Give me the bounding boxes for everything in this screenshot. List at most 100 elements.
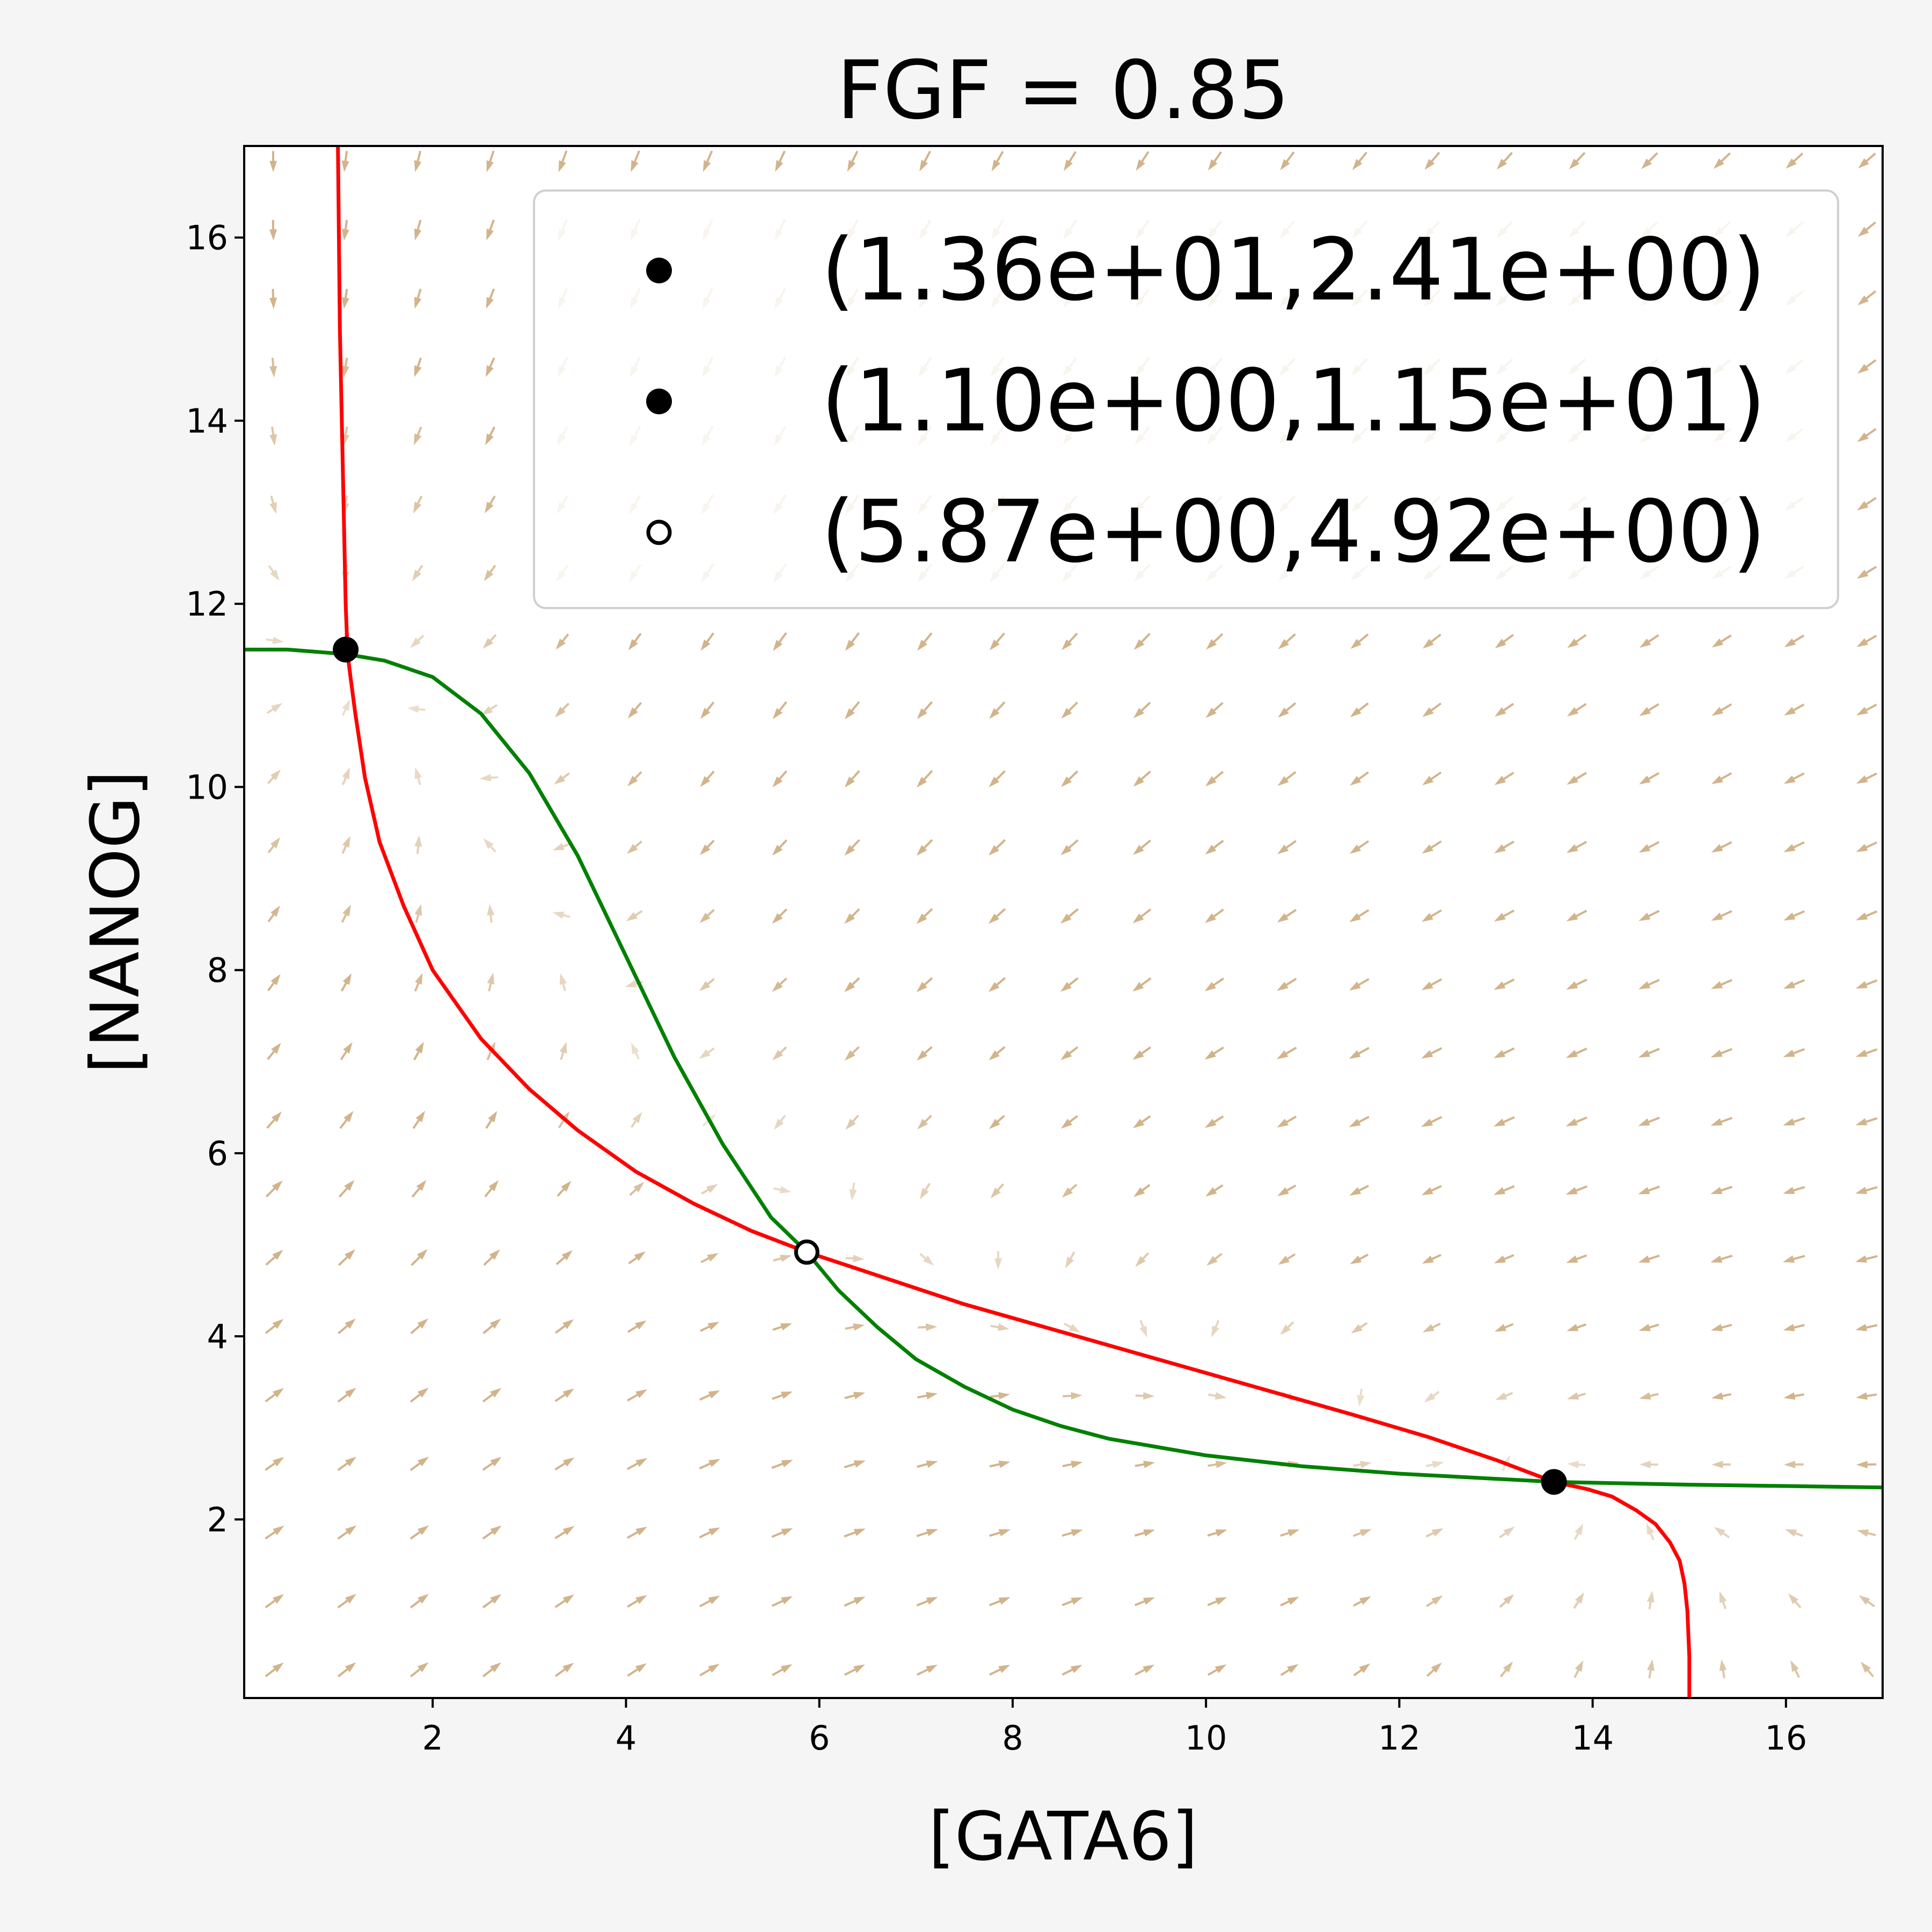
vector-arrow: [1566, 978, 1587, 990]
vector-arrow: [1574, 1523, 1584, 1540]
vector-arrow: [1134, 1597, 1155, 1606]
x-tick-label: 6: [809, 1718, 830, 1758]
vector-arrow: [919, 1183, 931, 1199]
vector-arrow: [482, 1662, 501, 1678]
vector-arrow: [1349, 909, 1370, 923]
vector-arrow: [1135, 1252, 1150, 1267]
vector-arrow: [337, 1662, 356, 1678]
vector-arrow: [699, 1459, 721, 1470]
vector-arrow: [413, 495, 423, 514]
vector-arrow: [1204, 977, 1225, 992]
vector-arrow: [1783, 910, 1805, 921]
vector-arrow: [1277, 771, 1297, 786]
legend-marker-hollow: [646, 519, 672, 545]
vector-arrow: [772, 908, 788, 924]
vector-arrow: [699, 1390, 720, 1401]
vector-arrow: [1349, 1116, 1370, 1128]
vector-arrow: [699, 1596, 720, 1607]
vector-arrow: [410, 634, 425, 648]
vector-arrow: [988, 977, 1006, 992]
vector-arrow: [341, 219, 349, 241]
vector-arrow: [844, 770, 860, 788]
vector-arrow: [1711, 1323, 1732, 1331]
vector-arrow: [629, 1182, 645, 1196]
vector-arrow: [341, 904, 351, 923]
vector-arrow: [1569, 152, 1586, 170]
vector-arrow: [1711, 772, 1732, 785]
vector-arrow: [1499, 1526, 1515, 1539]
vector-arrow: [1567, 840, 1587, 853]
vector-arrow: [1495, 702, 1514, 717]
vector-arrow: [844, 1528, 866, 1538]
vector-arrow: [1638, 910, 1660, 921]
fixed-points: [333, 636, 1567, 1495]
vector-arrow: [1133, 770, 1151, 787]
vector-arrow: [916, 977, 933, 992]
vector-arrow: [414, 150, 422, 172]
vector-arrow: [917, 1046, 933, 1061]
vector-arrow: [1276, 1046, 1297, 1059]
vector-arrow: [554, 1594, 574, 1608]
y-tick-label: 8: [207, 951, 228, 990]
vector-arrow: [341, 151, 349, 172]
vector-arrow: [988, 908, 1006, 924]
vector-arrow: [555, 633, 569, 650]
vector-arrow: [337, 1457, 357, 1472]
vector-arrow: [481, 704, 498, 715]
vector-arrow: [847, 150, 859, 172]
vector-arrow: [1063, 1392, 1082, 1400]
vector-arrow: [1856, 841, 1877, 852]
y-tick-label: 12: [186, 584, 228, 624]
vector-arrow: [414, 357, 422, 377]
legend-box: [533, 189, 1839, 609]
vector-arrow: [1783, 772, 1805, 784]
vector-arrow: [1357, 1388, 1365, 1407]
vector-arrow: [411, 1180, 427, 1198]
vector-arrow: [1421, 1185, 1442, 1196]
y-tick-label: 10: [186, 767, 228, 807]
vector-arrow: [554, 772, 570, 785]
x-tick-label: 14: [1571, 1718, 1614, 1758]
vector-arrow: [773, 1115, 786, 1130]
vector-arrow: [772, 1046, 787, 1060]
vector-arrow: [265, 1662, 284, 1678]
vector-arrow: [699, 1527, 720, 1539]
vector-arrow: [771, 1528, 793, 1538]
vector-arrow: [1064, 151, 1077, 171]
vector-arrow: [1494, 1254, 1514, 1263]
vector-arrow: [989, 1460, 1011, 1468]
vector-arrow: [482, 1525, 502, 1540]
vector-arrow: [1639, 1392, 1659, 1400]
vector-arrow: [1710, 1117, 1733, 1126]
vector-arrow: [844, 839, 860, 856]
vector-arrow: [1206, 633, 1224, 650]
vector-arrow: [1857, 496, 1877, 511]
vector-arrow: [989, 701, 1006, 719]
vector-arrow: [771, 1596, 793, 1607]
vector-arrow: [626, 910, 643, 921]
vector-arrow: [627, 1320, 647, 1333]
vector-arrow: [1856, 910, 1878, 920]
vector-arrow: [1646, 1591, 1655, 1609]
vector-arrow: [1426, 1662, 1442, 1677]
vector-arrow: [409, 1525, 429, 1540]
vector-arrow: [1060, 839, 1079, 855]
vector-arrow: [1422, 840, 1442, 854]
vector-arrow: [337, 1525, 357, 1540]
vector-arrow: [1646, 1659, 1655, 1679]
vector-arrow: [1278, 633, 1296, 649]
vector-arrow: [773, 1255, 792, 1262]
vector-arrow: [1207, 1597, 1227, 1606]
vector-arrow: [989, 1115, 1005, 1129]
vector-arrow: [1785, 1529, 1803, 1537]
vector-arrow: [266, 636, 284, 645]
vector-arrow: [1790, 1660, 1801, 1678]
vector-arrow: [916, 839, 933, 856]
vector-arrow: [1133, 633, 1151, 650]
vector-arrow: [267, 905, 281, 923]
vector-arrow: [1857, 359, 1877, 374]
x-axis-title: [GATA6]: [928, 1798, 1198, 1876]
vector-arrow: [265, 1319, 284, 1334]
vector-arrow: [1784, 703, 1805, 716]
vector-arrow: [1133, 701, 1151, 719]
